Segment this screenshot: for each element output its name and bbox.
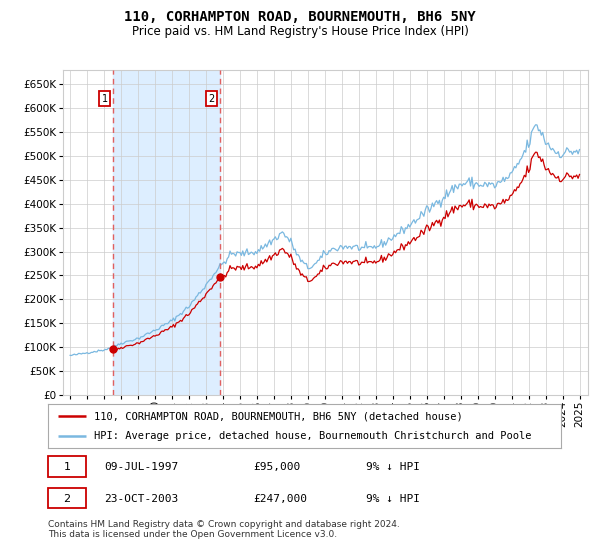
Text: 110, CORHAMPTON ROAD, BOURNEMOUTH, BH6 5NY (detached house): 110, CORHAMPTON ROAD, BOURNEMOUTH, BH6 5… [94, 411, 463, 421]
Text: HPI: Average price, detached house, Bournemouth Christchurch and Poole: HPI: Average price, detached house, Bour… [94, 431, 532, 441]
Text: Price paid vs. HM Land Registry's House Price Index (HPI): Price paid vs. HM Land Registry's House … [131, 25, 469, 38]
Text: 9% ↓ HPI: 9% ↓ HPI [366, 494, 420, 504]
FancyBboxPatch shape [48, 456, 86, 477]
Text: 1: 1 [64, 462, 70, 472]
Text: £95,000: £95,000 [253, 462, 301, 472]
Text: 09-JUL-1997: 09-JUL-1997 [104, 462, 179, 472]
Text: 9% ↓ HPI: 9% ↓ HPI [366, 462, 420, 472]
Text: 23-OCT-2003: 23-OCT-2003 [104, 494, 179, 504]
FancyBboxPatch shape [48, 488, 86, 508]
Text: Contains HM Land Registry data © Crown copyright and database right 2024.
This d: Contains HM Land Registry data © Crown c… [48, 520, 400, 539]
Text: 2: 2 [64, 494, 71, 504]
Bar [113, 70, 220, 395]
Text: 2: 2 [208, 94, 214, 104]
Text: 1: 1 [102, 94, 108, 104]
Text: 110, CORHAMPTON ROAD, BOURNEMOUTH, BH6 5NY: 110, CORHAMPTON ROAD, BOURNEMOUTH, BH6 5… [124, 10, 476, 24]
Text: £247,000: £247,000 [253, 494, 307, 504]
